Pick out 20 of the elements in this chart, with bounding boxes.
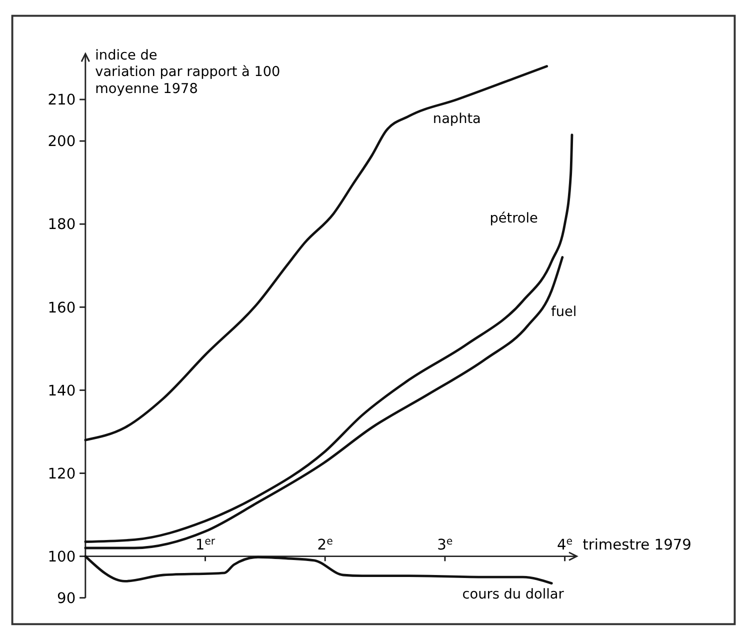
series-label: fuel — [551, 304, 577, 320]
y-axis-title: indice de variation par rapport à 100 moyenne 1978 — [95, 48, 280, 97]
x-tick-label: 1$^{er}$ — [195, 536, 216, 554]
y-tick-label: 120 — [48, 465, 76, 482]
series-label: pétrole — [490, 210, 538, 226]
y-tick-label: 160 — [48, 299, 76, 316]
y-tick-label: 180 — [48, 216, 76, 234]
line-series — [84, 555, 553, 585]
y-tick-label: 100 — [48, 548, 76, 566]
x-axis-title: trimestre 1979 — [582, 536, 692, 554]
series-label: cours du dollar — [462, 586, 564, 603]
series-label: naphta — [432, 110, 481, 127]
y-tick-label: 210 — [48, 92, 76, 109]
x-tick-label: 2$^{e}$ — [317, 536, 333, 554]
y-tick-label: 90 — [57, 590, 76, 607]
x-tick-label: 3$^{e}$ — [437, 536, 453, 554]
line-series — [84, 65, 548, 442]
x-tick-label: 4$^{e}$ — [556, 536, 573, 554]
y-tick-label: 200 — [48, 133, 76, 150]
y-tick-label: 140 — [48, 382, 76, 400]
